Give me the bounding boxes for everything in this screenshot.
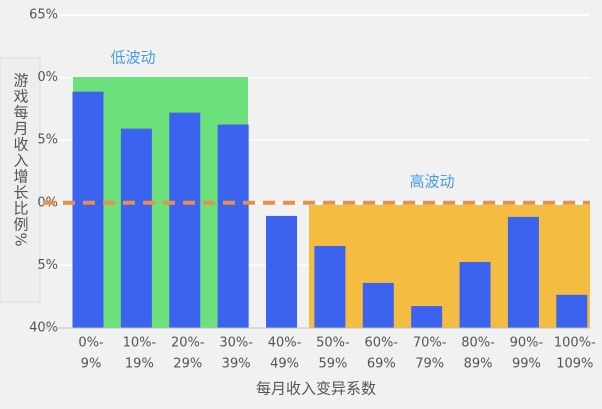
y-tick-label: 5% xyxy=(37,133,58,148)
x-tick-label: 0%- xyxy=(78,336,104,351)
x-tick-label: 29% xyxy=(173,357,202,372)
bar xyxy=(362,282,394,328)
x-tick-label: 69% xyxy=(367,357,396,372)
bar xyxy=(266,215,298,328)
bar xyxy=(556,294,588,328)
annotation: 高波动 xyxy=(409,173,454,191)
bar xyxy=(217,124,249,328)
bar xyxy=(459,261,491,328)
x-tick-label: 90%- xyxy=(510,336,544,351)
bar xyxy=(507,216,539,328)
bar xyxy=(120,128,152,328)
x-tick-label: 49% xyxy=(270,357,299,372)
annotation: 低波动 xyxy=(110,49,155,67)
x-tick-label: 100%- xyxy=(554,336,596,351)
x-tick-label: 19% xyxy=(125,357,154,372)
x-tick-label: 40%- xyxy=(268,336,302,351)
y-label-box xyxy=(0,57,41,303)
bar xyxy=(411,306,443,328)
bar xyxy=(72,91,104,328)
x-tick-label: 59% xyxy=(318,357,347,372)
y-tick-label: 0% xyxy=(37,70,58,85)
x-tick-label: 80%- xyxy=(461,336,495,351)
x-tick-label: 10%- xyxy=(123,336,157,351)
x-axis-label: 每月收入变异系数 xyxy=(256,380,376,398)
high-volatility-region xyxy=(309,205,590,328)
x-tick-label: 20%- xyxy=(171,336,205,351)
x-tick-label: 99% xyxy=(512,357,541,372)
x-tick-label: 89% xyxy=(464,357,493,372)
y-axis-label: 游戏每月收入增长比例% xyxy=(12,72,30,247)
x-tick-label: 30%- xyxy=(219,336,253,351)
x-tick-label: 79% xyxy=(415,357,444,372)
x-tick-label: 50%- xyxy=(316,336,350,351)
y-tick-label: 65% xyxy=(29,8,58,23)
x-tick-label: 9% xyxy=(81,357,102,372)
bar xyxy=(314,245,346,328)
x-tick-label: 70%- xyxy=(413,336,447,351)
bar xyxy=(169,112,201,328)
x-tick-label: 39% xyxy=(222,357,251,372)
x-tick-label: 109% xyxy=(556,357,593,372)
y-tick-label: 5% xyxy=(37,258,58,273)
x-tick-label: 60%- xyxy=(364,336,398,351)
